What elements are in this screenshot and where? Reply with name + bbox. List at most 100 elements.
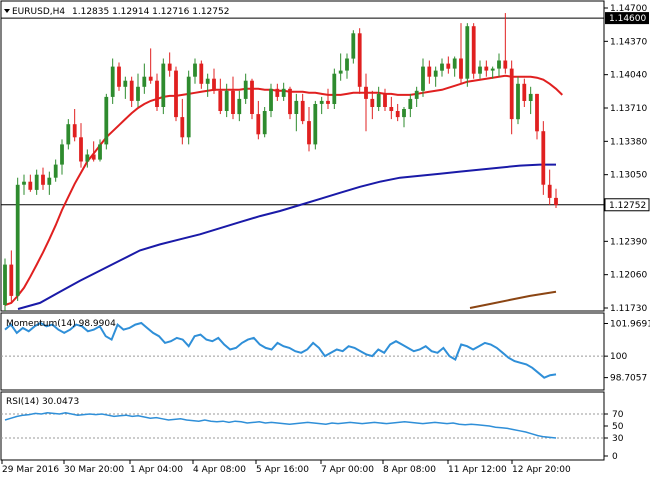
candle-body [41, 174, 45, 185]
momentum-panel: 101.9691 100 98.7057 Momentum(14) 98.9904 [0, 312, 650, 391]
candle-body [522, 83, 527, 101]
candle-body [497, 60, 501, 69]
rsi-tick-label: 50 [612, 422, 624, 432]
candle-body [256, 114, 261, 135]
candle-body [528, 93, 533, 101]
x-tick-label: 11 Apr 12:00 [448, 465, 507, 475]
price-level-box [605, 12, 649, 25]
candle-body [91, 154, 96, 160]
rsi-title: RSI(14) 30.0473 [6, 397, 79, 407]
candle-body [275, 88, 280, 97]
momentum-title: Momentum(14) 98.9904 [6, 319, 116, 329]
price-level-label: 1.14600 [609, 14, 646, 24]
x-tick-label: 29 Mar 2016 [2, 465, 59, 475]
candle-body [142, 76, 147, 87]
candle-body [66, 124, 71, 145]
candle-body [250, 80, 254, 114]
momentum-tick-label: 101.9691 [610, 319, 650, 329]
candle-body [269, 88, 273, 111]
candle-body [446, 63, 451, 69]
rsi-tick-label: 0 [612, 452, 618, 462]
candle-body [332, 73, 337, 104]
candle-body [440, 63, 444, 71]
candle-body [408, 98, 413, 109]
price-panel: 1.14700 1.14370 1.14040 1.13710 1.13380 1.130… [0, 0, 650, 314]
y-tick-label: 1.14370 [610, 37, 647, 47]
candle-body [465, 26, 470, 79]
candle-body [110, 66, 115, 97]
candle-body [155, 80, 159, 107]
x-tick-label: 4 Apr 08:00 [193, 465, 246, 475]
candle-body [186, 76, 191, 138]
candle-body [123, 80, 128, 87]
x-tick-label: 30 Mar 20:00 [64, 465, 124, 475]
candle-body [136, 86, 140, 101]
candle-body [433, 70, 438, 77]
x-tick-label: 8 Apr 08:00 [383, 465, 436, 475]
y-tick-label: 1.13050 [610, 171, 647, 181]
candle-body [104, 96, 109, 145]
candle-body [60, 144, 64, 165]
candle-body [212, 78, 216, 91]
candle-body [503, 60, 508, 69]
candle-body [389, 107, 394, 111]
candle-body [281, 88, 286, 97]
candle-body [9, 264, 14, 296]
candle-body [47, 177, 52, 185]
candle-body [148, 76, 153, 81]
rsi-tick-label: 30 [612, 434, 624, 444]
y-tick-label: 1.12390 [610, 237, 647, 247]
dropdown-triangle-icon[interactable] [4, 9, 10, 13]
candle-body [205, 78, 210, 84]
rsi-tick-label: 70 [612, 410, 624, 420]
candle-body [199, 63, 204, 84]
candle-body [402, 109, 406, 118]
candle-body [490, 68, 495, 71]
candle-body [547, 184, 552, 198]
current-price-box [604, 198, 650, 212]
candle-body [161, 63, 166, 107]
candle-body [117, 66, 121, 87]
candle-body [72, 124, 77, 138]
candle-body [421, 66, 425, 91]
candle-body [288, 88, 292, 115]
sma100-line [17, 163, 556, 310]
momentum-tick-label: 100 [610, 352, 627, 362]
y-tick-label: 1.14040 [610, 71, 647, 81]
momentum-tick-label: 98.7057 [610, 374, 647, 384]
sma200-line [469, 290, 557, 309]
candle-body [345, 58, 349, 71]
current-price-label: 1.12752 [609, 201, 646, 211]
candle-body [22, 181, 26, 185]
candle-body [541, 131, 546, 185]
x-tick-label: 7 Apr 00:00 [321, 465, 374, 475]
candle-body [471, 26, 476, 74]
x-tick-label: 1 Apr 04:00 [130, 465, 183, 475]
momentum-line [4, 321, 557, 379]
candle-body [231, 90, 235, 114]
candle-body [180, 117, 185, 138]
candle-body [34, 174, 39, 190]
candle-body [262, 111, 267, 135]
candle-body [174, 70, 178, 118]
candle-body [193, 63, 197, 77]
y-tick-label: 1.14700 [610, 4, 647, 14]
candle-body [319, 100, 324, 104]
y-tick-label: 1.13380 [610, 137, 647, 147]
candle-body [370, 98, 375, 107]
candle-body [395, 111, 400, 118]
candle-body [98, 144, 102, 160]
candle-body [294, 100, 299, 114]
time-axis: 29 Mar 2016 30 Mar 20:00 1 Apr 04:00 4 Apr … [1, 460, 571, 475]
candle-body [237, 98, 242, 115]
candle-body [459, 58, 463, 79]
candle-body [79, 137, 83, 162]
x-tick-label: 5 Apr 16:00 [256, 465, 309, 475]
candle-body [376, 93, 381, 107]
candle-body [364, 86, 368, 99]
candle-body [478, 66, 482, 74]
candle-body [313, 104, 318, 145]
candle-body [307, 121, 311, 145]
candle-body [357, 33, 362, 87]
